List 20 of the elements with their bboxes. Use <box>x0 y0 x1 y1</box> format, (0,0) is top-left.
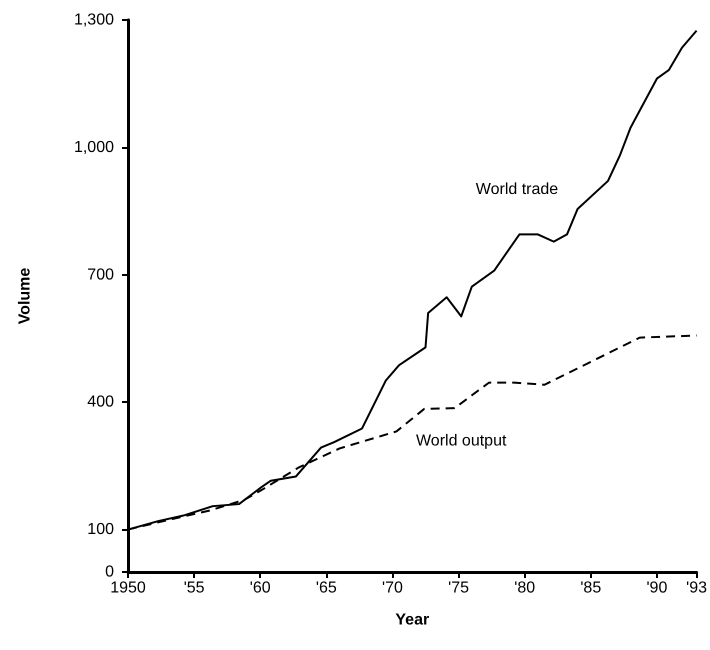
x-tick-label: '80 <box>514 580 536 596</box>
y-tick-label: 1,000 <box>74 138 114 156</box>
x-tick-label: '85 <box>580 580 602 596</box>
x-tick-label: '75 <box>448 580 470 596</box>
y-tick-label: 1,300 <box>74 12 114 28</box>
x-tick-label: '90 <box>646 580 668 596</box>
x-tick-label: '70 <box>382 580 403 596</box>
x-tick-label: 1950 <box>110 580 146 596</box>
series-label: World trade <box>476 180 558 198</box>
y-tick-label: 700 <box>87 266 114 284</box>
x-tick-label: '55 <box>184 580 205 596</box>
y-axis-title: Volume <box>16 268 34 324</box>
series-label: World output <box>416 432 507 450</box>
y-tick-label: 100 <box>87 521 114 538</box>
x-axis-title: Year <box>395 612 430 628</box>
y-tick-label: 0 <box>105 564 114 580</box>
y-tick-label: 400 <box>87 394 114 411</box>
x-tick-label: '65 <box>316 580 337 596</box>
x-tick-label: '60 <box>250 580 271 596</box>
x-tick-label: '93 <box>686 580 708 596</box>
